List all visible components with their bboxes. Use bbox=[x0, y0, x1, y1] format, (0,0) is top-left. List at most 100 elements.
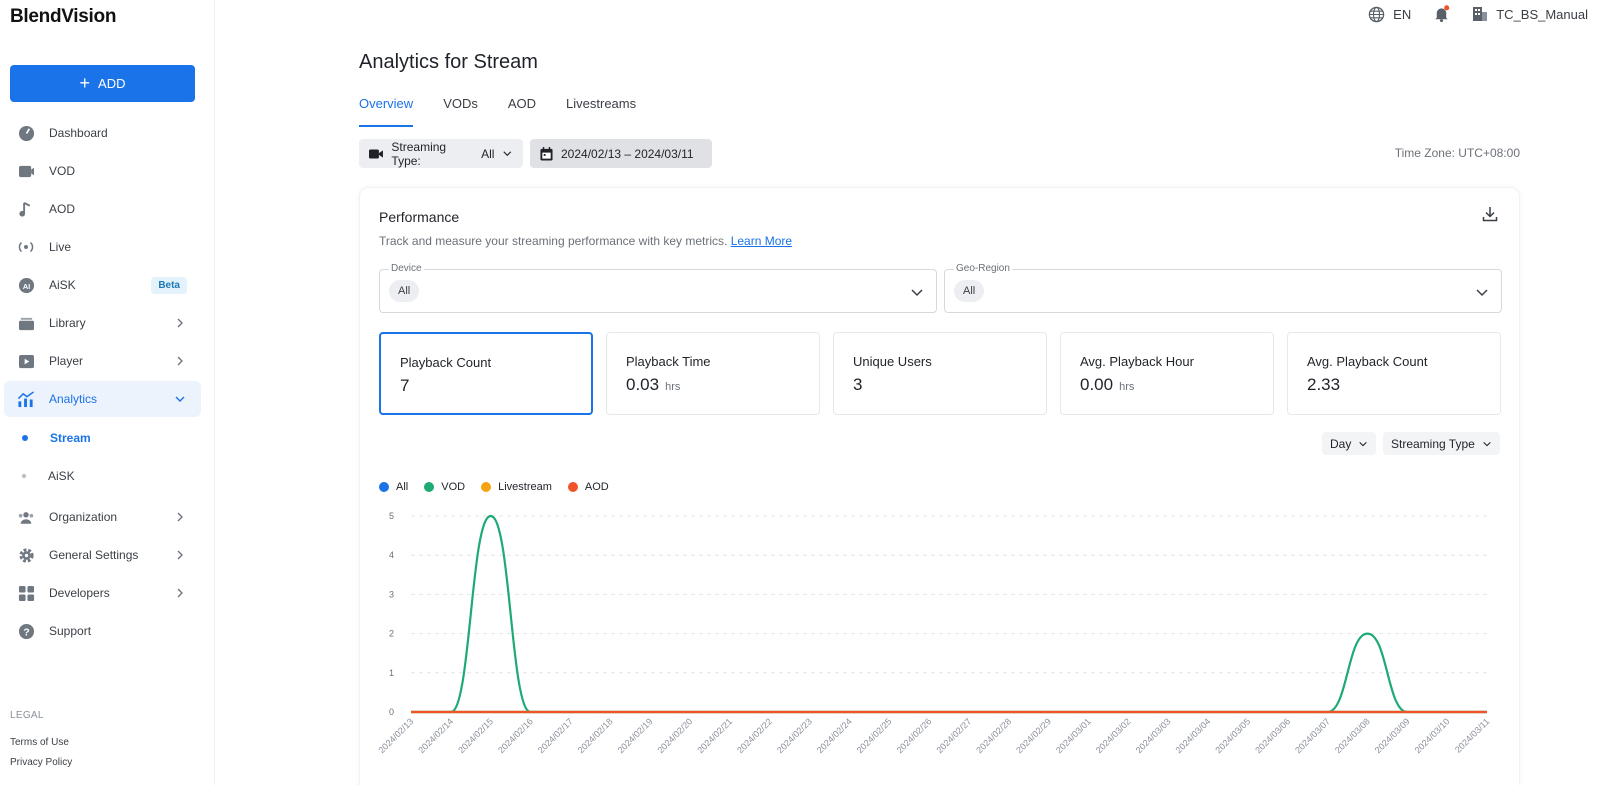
sidebar-item-support[interactable]: ? Support bbox=[4, 613, 201, 649]
x-tick-label: 2024/03/08 bbox=[1333, 716, 1372, 755]
x-tick-label: 2024/02/15 bbox=[456, 716, 495, 755]
sidebar-item-dashboard[interactable]: Dashboard bbox=[4, 115, 201, 151]
download-icon[interactable] bbox=[1481, 205, 1499, 223]
legend-item-livestream[interactable]: Livestream bbox=[481, 481, 552, 493]
learn-more-link[interactable]: Learn More bbox=[730, 234, 793, 248]
sidebar-item-label: Support bbox=[49, 624, 92, 638]
y-tick-label: 1 bbox=[389, 668, 394, 678]
x-tick-label: 2024/02/20 bbox=[655, 716, 694, 755]
metric-card-playback-count[interactable]: Playback Count 7 bbox=[379, 332, 593, 415]
performance-description: Track and measure your streaming perform… bbox=[379, 234, 792, 248]
vod-icon bbox=[17, 162, 35, 180]
metric-card-avg-playback-count[interactable]: Avg. Playback Count 2.33 bbox=[1287, 332, 1501, 415]
svg-text:AI: AI bbox=[22, 281, 30, 290]
sidebar-item-live[interactable]: Live bbox=[4, 229, 201, 265]
chevron-down-icon bbox=[1483, 441, 1491, 446]
language-selector[interactable]: EN bbox=[1368, 6, 1411, 23]
sidebar-item-label: VOD bbox=[49, 164, 76, 178]
tab-aod[interactable]: AOD bbox=[507, 96, 537, 111]
metric-card-unique-users[interactable]: Unique Users 3 bbox=[833, 332, 1047, 415]
sidebar-item-label: Organization bbox=[49, 510, 118, 524]
device-select[interactable]: Device All bbox=[379, 263, 937, 313]
breakdown-dropdown[interactable]: Streaming Type bbox=[1383, 432, 1500, 455]
x-tick-label: 2024/02/24 bbox=[815, 716, 854, 755]
sidebar-item-developers[interactable]: Developers bbox=[4, 575, 201, 611]
metric-card-avg-playback-hour[interactable]: Avg. Playback Hour 0.00 hrs bbox=[1060, 332, 1274, 415]
chevron-right-icon bbox=[177, 512, 183, 522]
x-tick-label: 2024/03/02 bbox=[1094, 716, 1133, 755]
series-line-vod bbox=[411, 514, 1487, 714]
geo-region-select[interactable]: Geo-Region All bbox=[944, 263, 1502, 313]
chevron-down-icon bbox=[1359, 441, 1368, 446]
help-icon: ? bbox=[17, 622, 35, 640]
sidebar-subitem-aisk[interactable]: AiSK bbox=[4, 457, 201, 495]
sidebar-subitem-label: AiSK bbox=[48, 469, 75, 483]
sidebar-nav: Dashboard VOD AOD Live AI AiSK Beta Libr… bbox=[4, 115, 201, 651]
live-icon bbox=[17, 238, 35, 256]
topbar: EN TC_BS_Manual bbox=[1346, 4, 1588, 24]
device-select-label: Device bbox=[389, 263, 424, 274]
sidebar-item-general-settings[interactable]: General Settings bbox=[4, 537, 201, 573]
sidebar-item-aod[interactable]: AOD bbox=[4, 191, 201, 227]
streaming-type-filter[interactable]: Streaming Type: All bbox=[359, 139, 523, 168]
dashboard-icon bbox=[17, 124, 35, 142]
sidebar-item-label: Developers bbox=[49, 586, 110, 600]
privacy-link[interactable]: Privacy Policy bbox=[10, 757, 73, 768]
y-tick-label: 0 bbox=[389, 707, 394, 717]
sidebar-subitem-label: Stream bbox=[50, 431, 91, 445]
sidebar-subitem-stream[interactable]: Stream bbox=[4, 419, 201, 457]
sidebar-item-label: Live bbox=[49, 240, 72, 254]
tab-vods[interactable]: VODs bbox=[443, 96, 478, 111]
streaming-type-value: All bbox=[481, 146, 495, 161]
metric-value: 2.33 bbox=[1307, 375, 1341, 394]
date-range-value: 2024/02/13 – 2024/03/11 bbox=[561, 146, 694, 161]
x-tick-label: 2024/02/25 bbox=[855, 716, 894, 755]
legend-swatch bbox=[424, 482, 435, 492]
date-range-picker[interactable]: 2024/02/13 – 2024/03/11 bbox=[530, 139, 712, 168]
granularity-dropdown[interactable]: Day bbox=[1322, 432, 1377, 455]
building-icon bbox=[1473, 7, 1488, 21]
x-tick-label: 2024/02/27 bbox=[934, 716, 973, 755]
account-menu[interactable]: TC_BS_Manual bbox=[1472, 6, 1588, 22]
gear-icon bbox=[17, 546, 35, 564]
sidebar-item-vod[interactable]: VOD bbox=[4, 153, 201, 189]
metric-card-playback-time[interactable]: Playback Time 0.03 hrs bbox=[606, 332, 820, 415]
legend-item-vod[interactable]: VOD bbox=[424, 481, 465, 493]
metric-title: Playback Count bbox=[400, 355, 492, 370]
x-tick-label: 2024/02/21 bbox=[695, 716, 734, 755]
sidebar-item-organization[interactable]: Organization bbox=[4, 499, 201, 535]
app-logo: BlendVision bbox=[10, 6, 117, 27]
y-tick-label: 2 bbox=[389, 629, 394, 639]
svg-text:?: ? bbox=[23, 627, 29, 638]
chevron-right-icon bbox=[177, 550, 183, 560]
metric-unit: hrs bbox=[1119, 381, 1135, 393]
sidebar-item-label: Analytics bbox=[49, 392, 98, 406]
sidebar-item-player[interactable]: Player bbox=[4, 343, 201, 379]
x-tick-label: 2024/02/14 bbox=[416, 716, 455, 755]
legend-swatch bbox=[481, 482, 492, 492]
x-tick-label: 2024/03/06 bbox=[1253, 716, 1292, 755]
beta-badge: Beta bbox=[151, 277, 187, 294]
tab-livestreams[interactable]: Livestreams bbox=[566, 96, 637, 111]
sidebar-item-library[interactable]: Library bbox=[4, 305, 201, 341]
add-button[interactable]: + ADD bbox=[10, 65, 195, 102]
granularity-value: Day bbox=[1330, 436, 1352, 451]
notifications-button[interactable] bbox=[1433, 5, 1450, 23]
add-button-label: ADD bbox=[98, 76, 126, 91]
globe-icon bbox=[1368, 6, 1385, 22]
sidebar-item-analytics[interactable]: Analytics bbox=[4, 381, 201, 417]
terms-link[interactable]: Terms of Use bbox=[10, 737, 69, 748]
x-tick-label: 2024/02/29 bbox=[1014, 716, 1053, 755]
language-label: EN bbox=[1393, 6, 1412, 22]
streaming-type-label: Streaming Type: bbox=[391, 139, 447, 168]
player-icon bbox=[17, 352, 35, 370]
legend-label: AOD bbox=[584, 481, 609, 493]
x-tick-label: 2024/03/11 bbox=[1453, 716, 1491, 754]
legend-item-all[interactable]: All bbox=[379, 481, 408, 493]
chevron-down-icon bbox=[503, 151, 512, 157]
metric-value: 0.00 hrs bbox=[1080, 375, 1135, 394]
legend-item-aod[interactable]: AOD bbox=[567, 481, 609, 493]
tab-overview[interactable]: Overview bbox=[359, 94, 414, 127]
x-tick-label: 2024/03/10 bbox=[1413, 716, 1452, 755]
sidebar-item-aisk[interactable]: AI AiSK Beta bbox=[4, 267, 201, 303]
